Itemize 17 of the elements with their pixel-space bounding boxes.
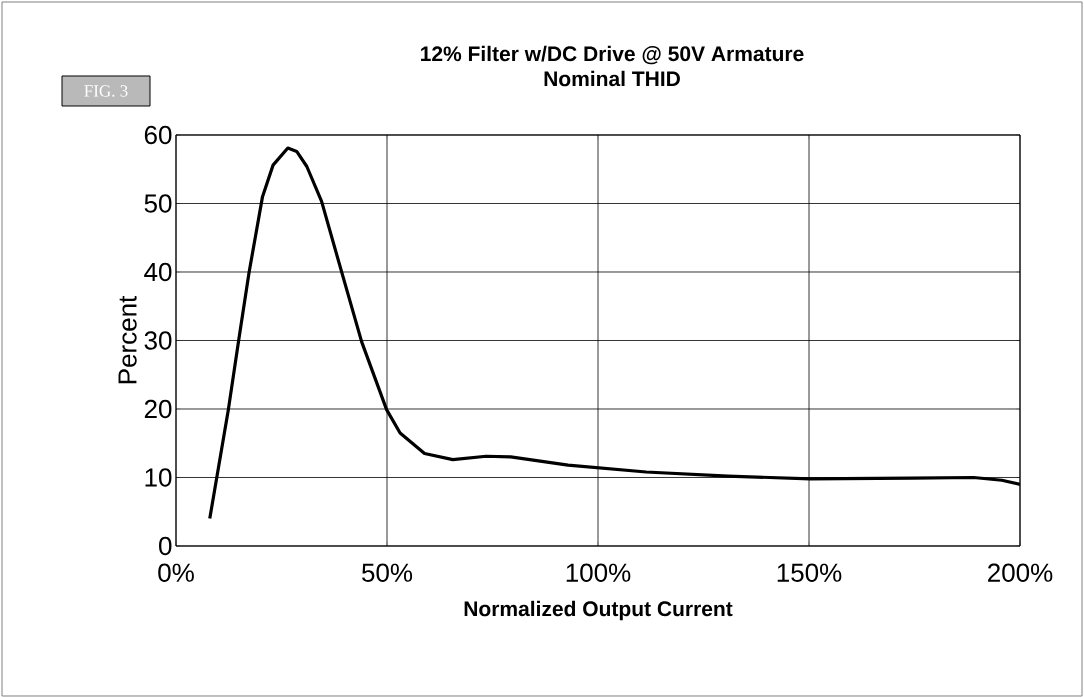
x-tick-label: 150%: [777, 563, 842, 582]
caption: FIG. 3: [84, 85, 128, 97]
x-axis-title: Normalized Output Current: [464, 600, 733, 621]
y-tick-label: 20: [144, 399, 172, 419]
y-tick-label: 30: [144, 331, 172, 350]
x-tick-label: 100%: [566, 563, 631, 582]
y-axis-title: Percent: [118, 295, 137, 384]
x-tick-label: 0%: [158, 563, 194, 582]
y-tick-label: 60: [144, 125, 172, 145]
chart-title: 12% Filter w/DC Drive @ 50V Armature: [421, 45, 804, 65]
chart-subtitle: Nominal THID: [544, 70, 680, 87]
y-tick-label: 40: [144, 262, 172, 282]
y-tick-label: 10: [145, 468, 172, 487]
x-tick-label: 50%: [362, 563, 413, 582]
y-tick-label: 50: [144, 194, 172, 213]
x-tick-label: 200%: [988, 563, 1053, 582]
y-tick-label: 0: [159, 536, 172, 556]
